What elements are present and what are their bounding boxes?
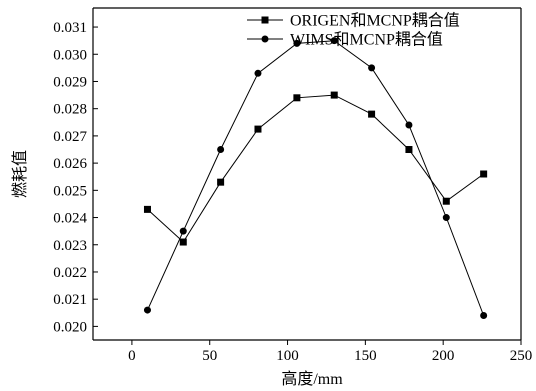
- series-2: [143, 37, 488, 320]
- x-tick-label: 250: [510, 348, 533, 364]
- legend-item-1: ORIGEN和MCNP耦合值: [247, 12, 460, 30]
- series-2-point: [217, 146, 225, 154]
- series-2-point: [254, 69, 262, 77]
- legend-label: ORIGEN和MCNP耦合值: [290, 12, 460, 30]
- series-1: [143, 91, 488, 246]
- series-2-point: [368, 64, 376, 72]
- y-tick-label: 0.029: [53, 74, 87, 90]
- series-1-point: [480, 170, 488, 178]
- series-1-point: [143, 205, 151, 213]
- series-1-point: [179, 238, 187, 246]
- y-axis-ticks: 0.020 0.021 0.022 0.023 0.024 0.025 0.026 0.027…: [53, 20, 98, 335]
- y-axis-title: 燃耗值: [11, 150, 29, 198]
- series-1-point: [217, 178, 225, 186]
- series-2-point: [179, 227, 187, 235]
- y-tick-label: 0.026: [53, 156, 87, 172]
- legend-marker: [261, 35, 269, 43]
- y-tick-label: 0.030: [53, 47, 87, 63]
- series-2-point: [330, 37, 338, 45]
- plot-frame: [92, 7, 522, 341]
- y-tick-label: 0.027: [53, 129, 87, 145]
- series-2-point: [143, 306, 151, 314]
- y-tick-label: 0.028: [53, 102, 87, 118]
- y-tick-label: 0.031: [53, 20, 87, 36]
- x-axis-ticks: 0 50 100 150 200 250: [128, 340, 532, 364]
- x-tick-label: 200: [432, 348, 455, 364]
- y-tick-label: 0.023: [53, 238, 87, 254]
- series-1-point: [405, 146, 413, 154]
- series-2-line: [147, 40, 485, 316]
- x-axis-title: 高度/mm: [281, 370, 343, 388]
- legend-marker: [261, 16, 269, 24]
- legend-label: WIMS和MCNP耦合值: [290, 31, 443, 49]
- series-2-point: [293, 39, 301, 47]
- y-tick-label: 0.025: [53, 183, 87, 199]
- x-tick-label: 50: [202, 348, 217, 364]
- series-1-point: [293, 94, 301, 102]
- x-tick-label: 100: [276, 348, 299, 364]
- y-tick-label: 0.021: [53, 292, 87, 308]
- series-1-point: [254, 125, 262, 133]
- series-1-point: [330, 91, 338, 99]
- series-2-point: [442, 214, 450, 222]
- series-layer: [143, 37, 488, 320]
- series-2-point: [480, 312, 488, 320]
- legend-item-2: WIMS和MCNP耦合值: [247, 31, 443, 49]
- series-2-point: [405, 121, 413, 129]
- x-tick-label: 150: [354, 348, 377, 364]
- series-1-point: [442, 197, 450, 205]
- x-tick-label: 0: [128, 348, 136, 364]
- series-1-line: [147, 94, 484, 243]
- y-tick-label: 0.022: [53, 265, 87, 281]
- series-1-point: [368, 110, 376, 118]
- y-tick-label: 0.020: [53, 319, 87, 335]
- y-tick-label: 0.024: [53, 211, 87, 227]
